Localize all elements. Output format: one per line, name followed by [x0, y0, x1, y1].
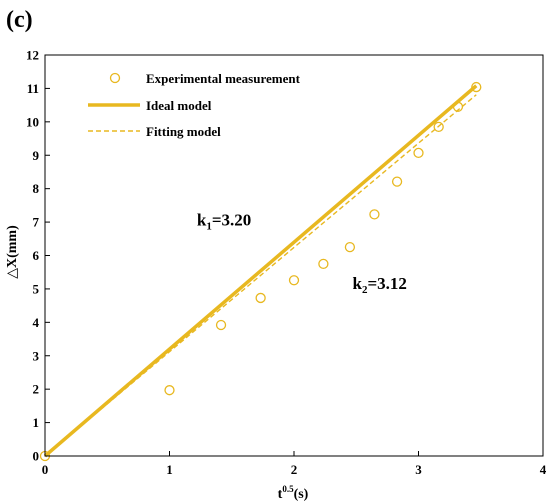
x-tick-label: 3	[415, 462, 422, 477]
y-tick-label: 1	[33, 415, 40, 430]
slope-symbol: k	[353, 274, 363, 293]
data-point	[471, 81, 482, 93]
data-point	[288, 275, 300, 286]
slope-annotation-k1: k1=3.20	[197, 210, 251, 232]
data-point	[391, 176, 403, 187]
y-tick-label: 12	[26, 48, 39, 63]
y-tick-label: 8	[33, 181, 40, 196]
x-tick-label: 4	[540, 462, 547, 477]
slope-value: =3.12	[367, 274, 406, 293]
y-tick-label: 11	[27, 81, 39, 96]
y-tick-label: 4	[33, 315, 40, 330]
slope-symbol: k	[197, 210, 207, 229]
fitting-model-line	[44, 94, 477, 457]
x-axis-title: t0.5(s)	[278, 484, 309, 502]
legend-item-ideal: Ideal model	[88, 98, 212, 113]
y-tick-label: 9	[33, 148, 40, 163]
y-tick-label: 10	[26, 114, 39, 129]
data-point	[164, 385, 175, 396]
legend-item-fitting: Fitting model	[88, 124, 221, 139]
data-point	[413, 147, 424, 159]
data-point	[369, 209, 380, 220]
legend-marker-circle	[109, 72, 121, 84]
legend-item-experimental: Experimental measurement	[109, 71, 301, 86]
legend-label-ideal: Ideal model	[146, 98, 212, 113]
x-axis-title-sup: 0.5	[282, 484, 294, 494]
x-axis-title-base: t	[278, 487, 283, 502]
plot-area	[39, 81, 482, 462]
data-point	[452, 101, 464, 112]
ideal-model-line	[43, 84, 478, 458]
slope-annotation-k2: k2=3.12	[353, 274, 407, 296]
data-point	[255, 292, 266, 304]
x-tick-label: 2	[291, 462, 298, 477]
slope-subscript: 1	[206, 220, 212, 232]
y-tick-label: 5	[33, 281, 40, 296]
x-tick-label: 0	[42, 462, 49, 477]
slope-subscript: 2	[362, 284, 368, 296]
legend-label-experimental: Experimental measurement	[146, 71, 301, 86]
panel-label: (c)	[6, 7, 33, 33]
data-point	[433, 121, 444, 132]
x-axis-title-unit: (s)	[294, 487, 309, 502]
x-tick-label: 1	[166, 462, 173, 477]
data-point	[318, 258, 329, 270]
data-point	[215, 319, 227, 331]
data-point	[344, 241, 356, 253]
y-tick-label: 2	[33, 382, 40, 397]
legend-label-fitting: Fitting model	[146, 124, 221, 139]
plot-frame	[44, 54, 544, 457]
y-tick-label: 6	[33, 248, 40, 263]
legend: Experimental measurement Ideal model Fit…	[88, 71, 301, 139]
y-tick-label: 7	[33, 215, 40, 230]
y-tick-label: 0	[33, 449, 40, 464]
slope-value: =3.20	[212, 210, 251, 229]
y-tick-label: 3	[33, 348, 40, 363]
y-axis-title: △X(mm)	[5, 225, 20, 279]
